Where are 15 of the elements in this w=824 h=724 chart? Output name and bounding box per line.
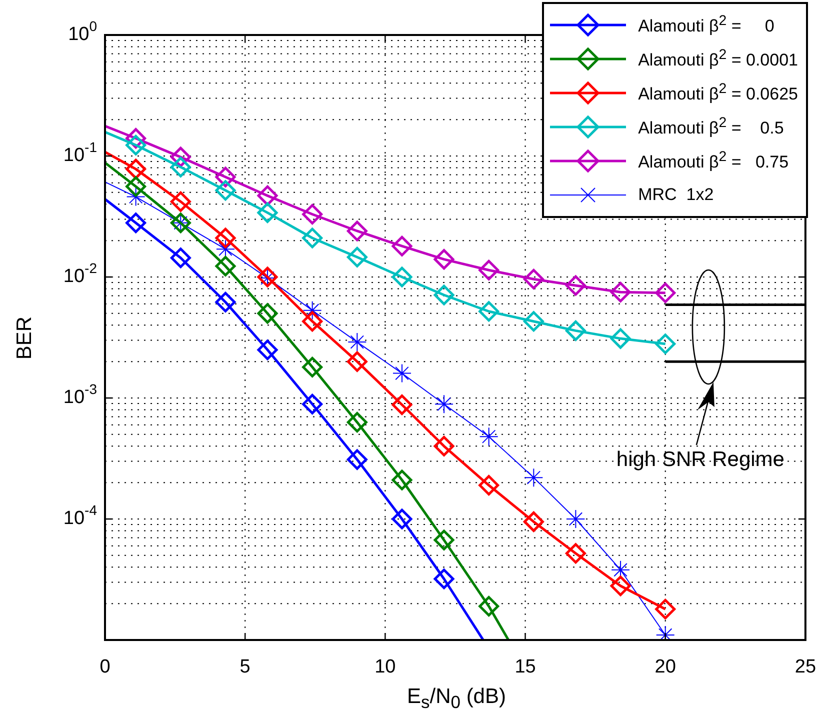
x-tick-label: 10 xyxy=(374,656,396,678)
x-axis-title: E$_{s}$/N$_{0}$ (dB) xyxy=(406,685,507,714)
legend-label: Alamouti β$^{2}$ = 0.0001 xyxy=(638,47,798,71)
x-tick-label: 0 xyxy=(100,656,110,678)
x-tick-label: 5 xyxy=(240,656,250,678)
legend-label: Alamouti β$^{2}$ = 0 xyxy=(638,13,774,37)
legend-label: Alamouti β$^{2}$ = 0.75 xyxy=(638,149,789,173)
annotation: high SNR Regime xyxy=(616,448,784,471)
x-tick-label: 20 xyxy=(654,656,676,678)
x-tick-label: 15 xyxy=(514,656,536,678)
legend-label: Alamouti β$^{2}$ = 0.5 xyxy=(638,115,784,139)
y-axis-title: BER xyxy=(13,315,37,362)
x-tick-label: 25 xyxy=(794,656,816,678)
legend-label: Alamouti β$^{2}$ = 0.0625 xyxy=(638,81,798,105)
legend-label: MRC 1x2 xyxy=(638,185,714,205)
